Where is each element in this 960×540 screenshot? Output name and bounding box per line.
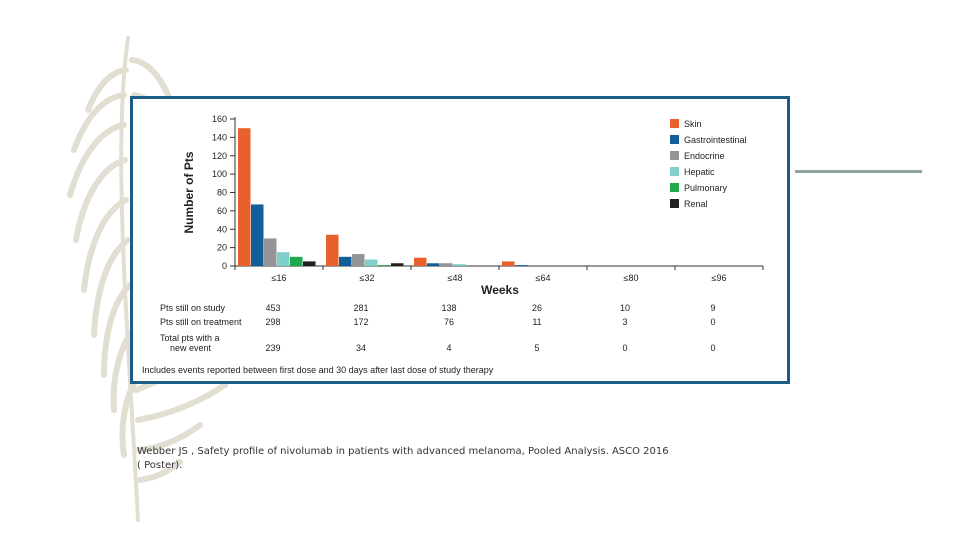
bar-endocrine-2 <box>440 263 453 266</box>
citation-line-1: Webber JS , Safety profile of nivolumab … <box>137 446 669 457</box>
x-tick-label: ≤80 <box>624 273 639 283</box>
legend-swatch-renal <box>670 199 679 208</box>
x-tick-label: ≤64 <box>536 273 551 283</box>
table-cell: 0 <box>710 343 715 353</box>
table-row-label: Pts still on treatment <box>160 317 242 327</box>
x-axis-label: Weeks <box>481 283 519 297</box>
bar-skin-0 <box>238 128 251 266</box>
table-cell: 5 <box>534 343 539 353</box>
x-tick-label: ≤48 <box>448 273 463 283</box>
y-axis-label: Number of Pts <box>182 151 196 233</box>
table-row-label: new event <box>170 343 212 353</box>
bar-pulmonary-1 <box>378 265 391 266</box>
table-cell: 4 <box>446 343 451 353</box>
legend-swatch-skin <box>670 119 679 128</box>
table-row-label: Total pts with a <box>160 333 220 343</box>
bar-gastrointestinal-3 <box>515 265 528 266</box>
bar-endocrine-1 <box>352 254 365 266</box>
legend-label-gastrointestinal: Gastrointestinal <box>684 135 747 145</box>
table-row-label: Pts still on study <box>160 303 226 313</box>
chart-figure: 0 20 40 60 80 100 120 140 160 Number of Pts ≤16 ≤32… <box>130 96 790 384</box>
table-cell: 453 <box>265 303 280 313</box>
legend-swatch-endocrine <box>670 151 679 160</box>
legend-label-hepatic: Hepatic <box>684 167 715 177</box>
bar-gastrointestinal-2 <box>427 263 440 266</box>
table-cell: 3 <box>622 317 627 327</box>
table-cell: 239 <box>265 343 280 353</box>
legend-label-pulmonary: Pulmonary <box>684 183 728 193</box>
bar-gastrointestinal-1 <box>339 256 352 266</box>
table-cell: 34 <box>356 343 366 353</box>
x-tick-label: ≤16 <box>272 273 287 283</box>
bar-hepatic-1 <box>365 259 378 266</box>
bar-renal-1 <box>391 263 404 266</box>
legend-swatch-hepatic <box>670 167 679 176</box>
bar-gastrointestinal-0 <box>251 204 264 266</box>
legend-label-skin: Skin <box>684 119 702 129</box>
table-cell: 281 <box>353 303 368 313</box>
table-cell: 0 <box>710 317 715 327</box>
y-tick-label: 80 <box>217 188 227 198</box>
table-cell: 76 <box>444 317 454 327</box>
x-tick-label: ≤32 <box>360 273 375 283</box>
bar-hepatic-2 <box>453 264 466 266</box>
bar-renal-0 <box>303 261 316 266</box>
table-cell: 298 <box>265 317 280 327</box>
y-tick-label: 160 <box>212 114 227 124</box>
y-tick-label: 120 <box>212 151 227 161</box>
y-tick-label: 0 <box>222 261 227 271</box>
table-cell: 9 <box>710 303 715 313</box>
bar-skin-1 <box>326 234 339 266</box>
legend-label-endocrine: Endocrine <box>684 151 725 161</box>
bar-pulmonary-0 <box>290 256 303 266</box>
y-tick-label: 40 <box>217 224 227 234</box>
legend-swatch-gastrointestinal <box>670 135 679 144</box>
citation-line-2: ( Poster). <box>137 460 183 471</box>
table-cell: 172 <box>353 317 368 327</box>
table-cell: 138 <box>441 303 456 313</box>
table-cell: 0 <box>622 343 627 353</box>
table-cell: 11 <box>532 317 541 327</box>
bar-skin-3 <box>502 261 515 266</box>
y-tick-label: 60 <box>217 206 227 216</box>
x-tick-label: ≤96 <box>712 273 727 283</box>
table-cell: 26 <box>532 303 542 313</box>
y-tick-label: 20 <box>217 243 227 253</box>
bar-hepatic-0 <box>277 252 290 266</box>
y-tick-label: 140 <box>212 132 227 142</box>
y-tick-label: 100 <box>212 169 227 179</box>
legend-label-renal: Renal <box>684 199 708 209</box>
legend-swatch-pulmonary <box>670 183 679 192</box>
accent-line <box>795 170 922 173</box>
table-cell: 10 <box>620 303 630 313</box>
bar-endocrine-0 <box>264 238 277 266</box>
citation: Webber JS , Safety profile of nivolumab … <box>137 445 697 473</box>
chart-footnote: Includes events reported between first d… <box>142 365 494 375</box>
bar-skin-2 <box>414 257 427 266</box>
